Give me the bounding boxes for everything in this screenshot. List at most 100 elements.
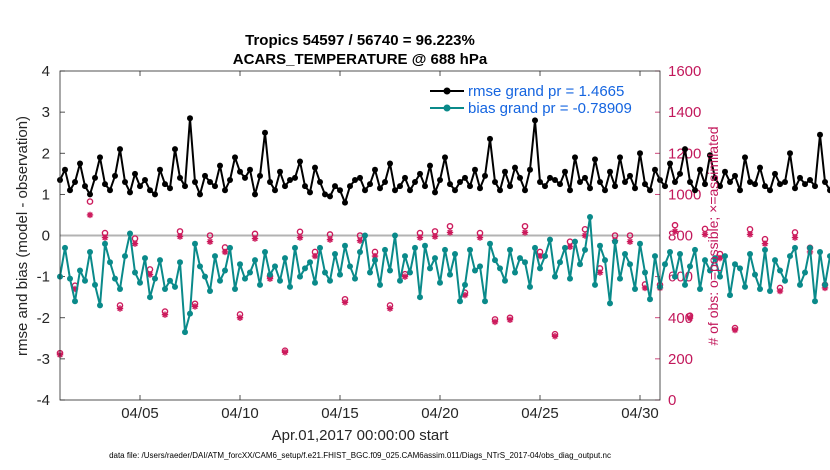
obs-assimilated-marker (341, 299, 349, 306)
obs-assimilated-marker (281, 349, 289, 356)
rmse-point (87, 191, 93, 198)
obs-possible-marker (671, 221, 679, 229)
bias-point (202, 273, 208, 280)
rmse-point (652, 166, 658, 173)
bias-point (307, 259, 313, 266)
bias-point (297, 273, 303, 280)
bias-point (822, 281, 828, 288)
bias-point (492, 257, 498, 264)
bias-point (367, 269, 373, 276)
bias-point (667, 248, 673, 255)
rmse-point (497, 187, 503, 194)
rmse-point (437, 176, 443, 183)
rmse-point (492, 179, 498, 186)
rmse-point (142, 176, 148, 183)
bias-point (722, 253, 728, 260)
rmse-point (547, 174, 553, 181)
obs-assimilated-marker (161, 311, 169, 318)
obs-assimilated-marker (626, 238, 634, 245)
bias-point (602, 257, 608, 264)
rmse-point (157, 166, 163, 173)
bias-point (392, 232, 398, 239)
bias-point (362, 232, 368, 239)
rmse-point (692, 187, 698, 194)
rmse-point (667, 160, 673, 167)
rmse-point (407, 187, 413, 194)
bias-point (527, 283, 533, 290)
rmse-point (617, 154, 623, 161)
chart-title: Tropics 54597 / 56740 = 96.223% (245, 32, 475, 49)
y-tick-label: 0 (42, 228, 50, 245)
bias-point (662, 261, 668, 268)
bias-point (517, 255, 523, 262)
bias-point (277, 277, 283, 284)
bias-point (802, 269, 808, 276)
bias-point (752, 271, 758, 278)
rmse-point (602, 187, 608, 194)
bias-point (352, 275, 358, 282)
rmse-point (112, 172, 118, 179)
bias-point (487, 240, 493, 247)
bias-point (622, 251, 628, 258)
bias-point (612, 238, 618, 245)
rmse-point (337, 187, 343, 194)
bias-point (412, 244, 418, 251)
rmse-point (72, 179, 78, 186)
bias-point (382, 246, 388, 253)
rmse-point (387, 160, 393, 167)
rmse-point (292, 174, 298, 181)
rmse-point (147, 187, 153, 194)
y-axis-label: rmse and bias (model - observation) (14, 116, 31, 356)
bias-point (597, 242, 603, 249)
rmse-point (597, 179, 603, 186)
rmse-point (672, 179, 678, 186)
rmse-point (282, 183, 288, 190)
rmse-point (377, 185, 383, 192)
rmse-point (272, 187, 278, 194)
bias-point (342, 242, 348, 249)
bias-point (377, 281, 383, 288)
rmse-point (717, 183, 723, 190)
bias-point (792, 244, 798, 251)
bias-point (327, 277, 333, 284)
obs-assimilated-marker (386, 305, 394, 312)
bias-point (532, 244, 538, 251)
rmse-point (722, 168, 728, 175)
bias-point (577, 261, 583, 268)
obs-assimilated-marker (566, 243, 574, 251)
rmse-point (727, 179, 733, 186)
rmse-point (457, 179, 463, 186)
rmse-point (102, 181, 108, 188)
obs-assimilated-marker (506, 316, 514, 324)
obs-assimilated-marker (521, 229, 529, 236)
bias-point (587, 213, 593, 220)
y-tick-label: -2 (37, 310, 50, 327)
rmse-point (507, 183, 513, 190)
obs-assimilated-marker (311, 252, 319, 260)
rmse-point (297, 158, 303, 165)
bias-point (717, 273, 723, 280)
obs-assimilated-marker (101, 234, 109, 241)
bias-point (482, 298, 488, 305)
bias-point (267, 271, 273, 278)
rmse-point (817, 131, 823, 138)
bias-point (672, 273, 678, 280)
bias-point (217, 277, 223, 284)
rmse-point (442, 154, 448, 161)
y-tick-label: 3 (42, 104, 50, 121)
obs-possible-marker (791, 229, 799, 236)
rmse-point (762, 183, 768, 190)
bias-point (772, 257, 778, 264)
right-y-tick-label: 1400 (668, 104, 701, 121)
obs-assimilated-marker (371, 252, 379, 260)
obs-assimilated-marker (686, 314, 694, 322)
rmse-point (772, 170, 778, 177)
rmse-point (92, 174, 98, 181)
bias-series (57, 213, 830, 336)
bias-point (357, 248, 363, 255)
rmse-point (107, 187, 113, 194)
rmse-point (132, 170, 138, 177)
rmse-point (807, 176, 813, 183)
bias-point (387, 267, 393, 274)
